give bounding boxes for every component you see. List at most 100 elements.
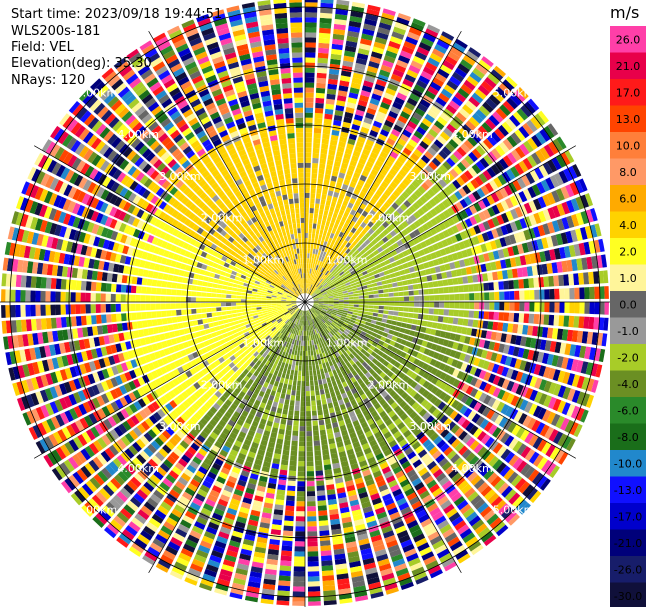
velocity-cell [321,560,333,567]
velocity-cell [345,40,358,48]
velocity-cell [305,345,308,351]
velocity-cell [357,289,364,293]
velocity-cell [305,117,313,123]
velocity-cell [277,484,286,491]
velocity-cell [300,411,305,417]
velocity-cell [308,283,311,289]
velocity-cell [310,273,313,279]
velocity-cell [338,231,344,238]
velocity-cell [363,305,369,308]
velocity-cell [287,384,292,390]
velocity-cell [391,31,405,40]
velocity-cell [313,275,317,281]
velocity-cell [494,291,500,300]
velocity-cell [26,445,37,460]
velocity-cell [338,193,345,200]
velocity-cell [294,410,300,416]
velocity-cell [318,168,325,175]
velocity-cell [307,345,311,351]
velocity-cell [420,70,433,81]
velocity-cell [468,310,475,318]
velocity-cell [326,164,333,171]
velocity-cell [358,307,364,311]
velocity-cell [380,64,392,73]
velocity-cell [282,449,290,456]
velocity-cell [296,511,305,517]
velocity-cell [307,253,310,259]
velocity-cell [312,420,318,426]
velocity-cell [312,269,316,275]
velocity-cell [378,22,392,31]
velocity-cell [318,510,328,516]
velocity-cell [421,276,428,283]
velocity-cell [348,306,354,310]
velocity-cell [483,282,489,291]
velocity-cell [443,84,456,95]
velocity-cell [307,581,320,587]
velocity-cell [284,434,291,441]
velocity-cell [484,302,490,310]
velocity-cell [280,464,288,471]
velocity-cell [423,289,429,295]
velocity-cell [336,151,344,158]
velocity-cell [356,195,364,203]
velocity-cell [409,302,415,307]
velocity-cell [431,322,438,329]
velocity-cell [339,237,345,244]
velocity-cell [282,367,288,374]
velocity-cell [293,576,305,582]
velocity-cell [320,0,334,4]
velocity-cell [594,286,600,299]
velocity-cell [277,585,291,592]
velocity-cell [373,41,386,50]
velocity-cell [429,81,442,92]
velocity-cell [367,315,373,320]
velocity-cell [368,291,374,295]
velocity-cell [324,372,330,379]
velocity-cell [439,64,453,75]
velocity-cell [437,280,444,287]
velocity-cell [292,380,297,386]
velocity-cell [307,511,317,517]
velocity-cell [276,387,282,393]
velocity-cell [322,378,327,385]
velocity-cell [337,242,342,248]
velocity-cell [315,97,325,104]
velocity-cell [337,90,348,97]
velocity-cell [289,400,295,406]
velocity-cell [514,302,520,311]
velocity-cell [329,68,340,75]
velocity-cell [330,53,342,61]
velocity-cell [320,224,325,231]
velocity-cell [439,294,445,301]
velocity-cell [316,485,325,491]
velocity-cell [329,222,335,228]
velocity-cell [403,40,417,50]
velocity-cell [359,94,370,103]
velocity-cell [361,186,369,194]
velocity-cell [359,174,367,182]
velocity-cell [343,211,350,218]
velocity-cell [292,591,305,597]
velocity-cell [363,23,376,32]
velocity-cell [295,536,305,542]
velocity-cell [320,148,328,155]
velocity-cell [429,295,435,301]
velocity-cell [279,377,285,384]
velocity-cell [295,400,300,406]
velocity-cell [316,282,320,288]
velocity-cell [589,302,595,315]
velocity-cell [335,218,341,225]
velocity-cell [314,445,321,451]
velocity-cell [307,243,311,249]
velocity-cell [306,446,313,452]
velocity-cell [388,40,401,50]
velocity-cell [315,364,320,371]
velocity-cell [386,319,393,325]
velocity-cell [425,61,438,72]
velocity-cell [323,210,329,216]
velocity-cell [305,157,311,163]
velocity-cell [305,335,307,341]
velocity-cell [317,57,328,64]
velocity-cell [306,416,312,422]
